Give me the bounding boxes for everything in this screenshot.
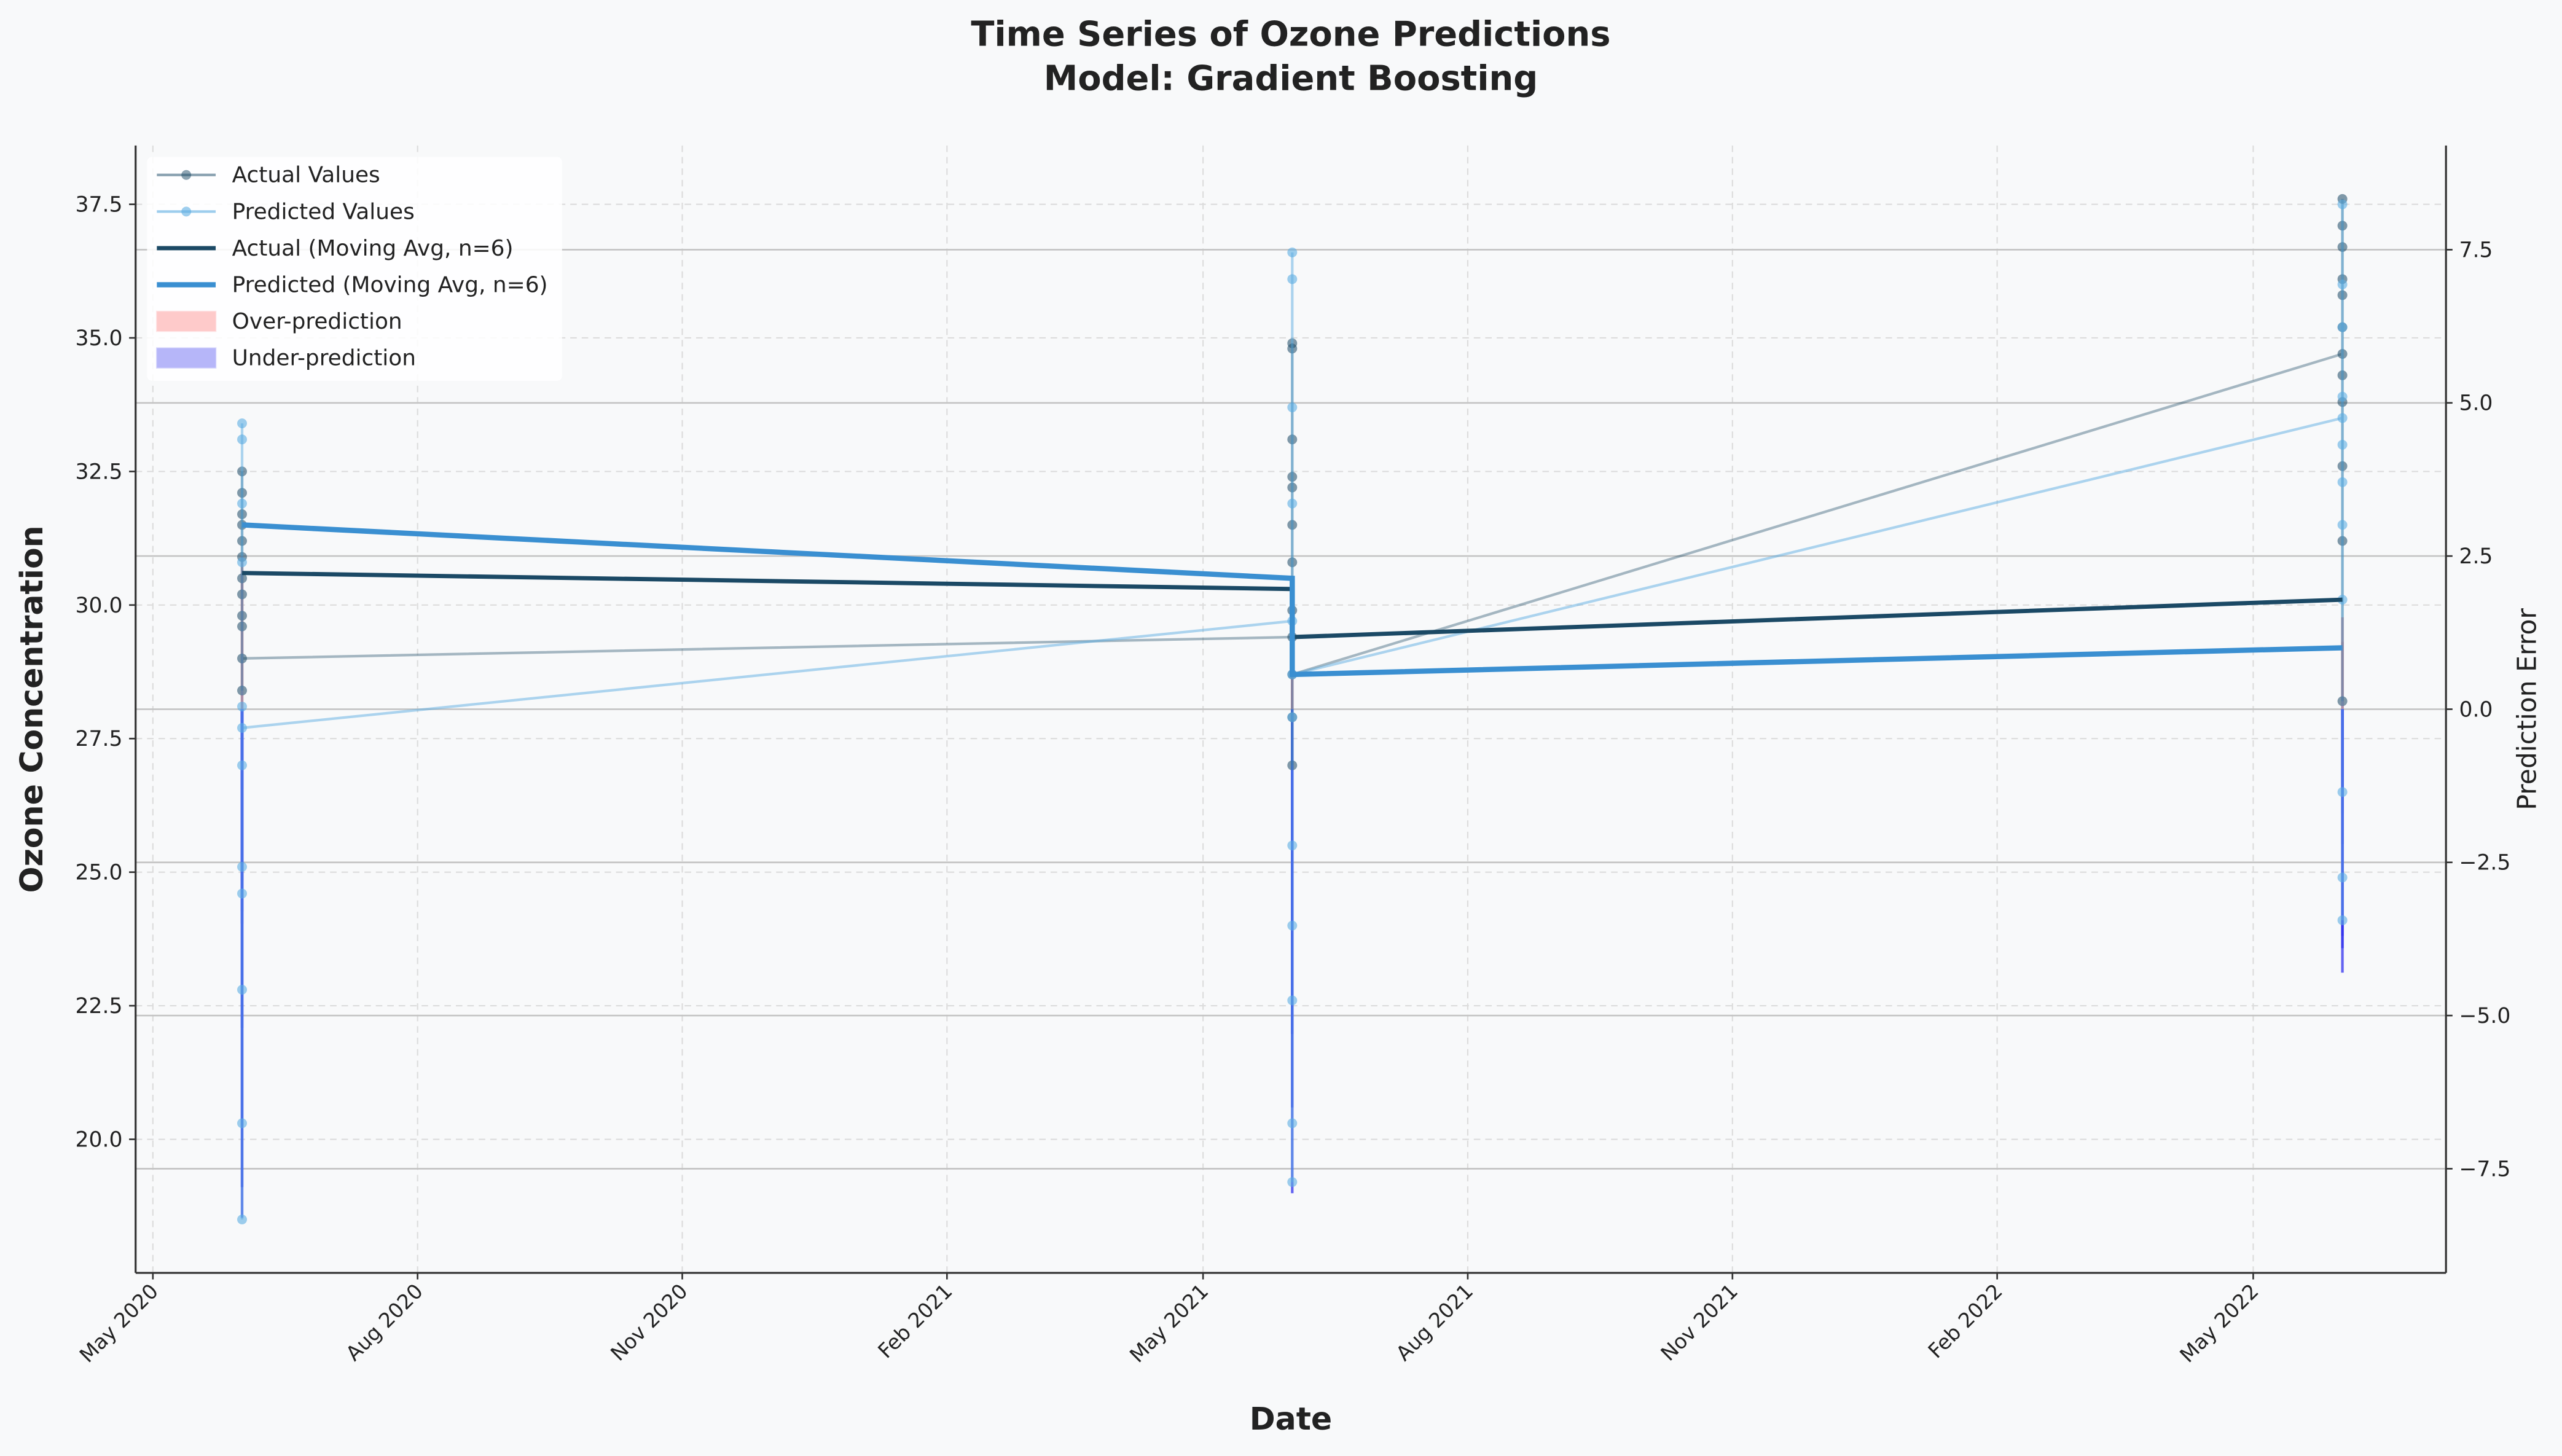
legend-label: Under-prediction	[232, 346, 416, 371]
chart-title: Time Series of Ozone Predictions	[971, 15, 1610, 55]
legend-marker	[181, 170, 192, 180]
data-point	[1287, 995, 1298, 1006]
data-point	[2337, 787, 2348, 797]
y2-tick-label: 5.0	[2459, 391, 2493, 416]
y-axis-label: Ozone Concentration	[14, 525, 50, 893]
data-point	[1287, 247, 1298, 257]
data-point	[237, 1214, 247, 1224]
chart-subtitle: Model: Gradient Boosting	[1044, 58, 1538, 98]
y2-tick-label: 7.5	[2459, 238, 2493, 262]
data-point	[237, 702, 247, 712]
y2-tick-label: −7.5	[2459, 1157, 2510, 1181]
y-tick-label: 32.5	[75, 460, 122, 484]
legend-label: Over-prediction	[232, 309, 402, 334]
data-point	[237, 888, 247, 899]
moving-average-line	[241, 522, 2343, 678]
data-point	[1287, 1177, 1298, 1188]
data-point	[237, 985, 247, 995]
legend-patch	[155, 310, 217, 332]
legend-label: Predicted Values	[232, 199, 415, 224]
legend-patch	[155, 347, 217, 369]
data-point	[237, 722, 247, 733]
legend-label: Actual Values	[232, 163, 380, 188]
data-point	[1287, 1118, 1298, 1129]
data-point	[2337, 477, 2348, 487]
data-point	[1287, 498, 1298, 509]
y-tick-label: 22.5	[75, 994, 122, 1019]
data-point	[2337, 199, 2348, 209]
data-point	[1287, 712, 1298, 722]
data-point	[1287, 402, 1298, 413]
y-tick-label: 35.0	[75, 326, 122, 351]
legend-marker	[181, 206, 192, 217]
data-point	[1287, 840, 1298, 851]
legend-box	[147, 157, 562, 381]
legend-label: Actual (Moving Avg, n=6)	[232, 236, 514, 261]
data-point	[2337, 322, 2348, 332]
data-point	[2337, 391, 2348, 402]
series-line	[240, 204, 2344, 1219]
legend-label: Predicted (Moving Avg, n=6)	[232, 272, 548, 297]
y2-tick-label: −5.0	[2459, 1004, 2510, 1028]
y-tick-label: 20.0	[75, 1127, 122, 1152]
data-point	[237, 418, 247, 429]
data-point	[2337, 439, 2348, 450]
y-tick-label: 25.0	[75, 861, 122, 885]
y-tick-label: 30.0	[75, 593, 122, 618]
data-point	[2337, 280, 2348, 290]
data-point	[2337, 520, 2348, 530]
y-tick-label: 27.5	[75, 727, 122, 751]
data-point	[237, 760, 247, 770]
y2-tick-label: −2.5	[2459, 851, 2510, 875]
data-point	[237, 498, 247, 509]
data-point	[237, 434, 247, 445]
x-axis-label: Date	[1250, 1401, 1332, 1437]
data-point	[2337, 915, 2348, 925]
data-point	[237, 861, 247, 872]
data-point	[1287, 274, 1298, 284]
y2-tick-label: 0.0	[2459, 697, 2493, 722]
y-tick-label: 37.5	[75, 193, 122, 217]
data-point	[237, 1118, 247, 1129]
data-point	[237, 557, 247, 568]
y2-tick-label: 2.5	[2459, 544, 2493, 569]
data-point	[2337, 872, 2348, 883]
data-point	[1287, 920, 1298, 931]
data-point	[2337, 413, 2348, 423]
y2-axis-label: Prediction Error	[2512, 608, 2542, 810]
